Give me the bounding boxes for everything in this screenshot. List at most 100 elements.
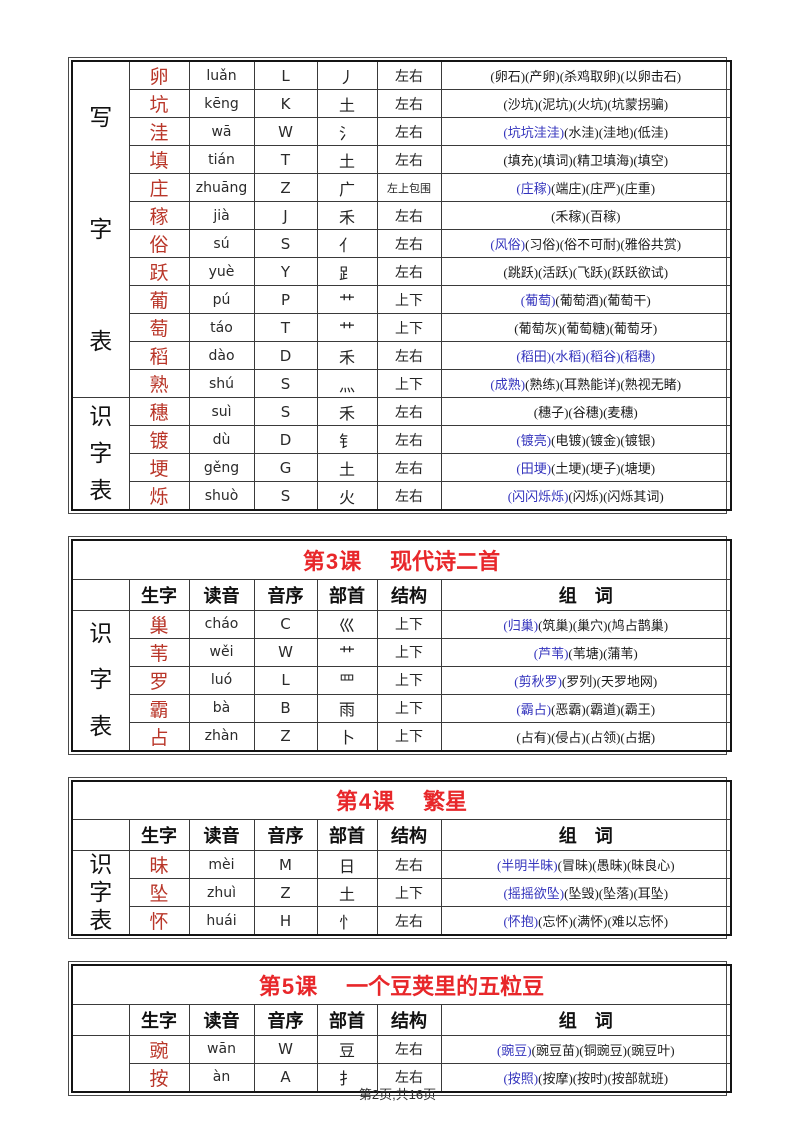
- pinyin-cell: tián: [188, 145, 255, 174]
- word-group: (坑坑洼洼): [503, 125, 565, 140]
- section-label-cell: [71, 1034, 130, 1092]
- char-row: 罗 luó L 罒上下 (剪秋罗)(罗列)(天罗地网): [72, 665, 732, 695]
- word-group: (坠落): [598, 886, 634, 901]
- radical-cell: 亻: [316, 229, 378, 258]
- word-group: (豌豆叶): [626, 1042, 675, 1058]
- initial-letter-cell: Z: [253, 878, 318, 907]
- radical-cell: 禾: [316, 201, 378, 230]
- section-label-char: 表: [89, 713, 113, 739]
- word-group: (坠毁): [564, 886, 599, 901]
- word-group: (习俗): [525, 237, 560, 252]
- structure-cell: 上下: [376, 313, 442, 342]
- word-group: (埂子): [585, 461, 621, 476]
- char-row: 烁 shuò S 火左右 (闪闪烁烁)(闪烁)(闪烁其词): [72, 481, 732, 511]
- word-group: (难以忘怀): [607, 914, 669, 929]
- character-cell: 葡: [128, 285, 190, 314]
- character-cell: 跃: [128, 257, 190, 286]
- radical-cell: 钅: [316, 425, 378, 454]
- word-groups-cell: (霸占)(恶霸)(霸道)(霸王): [440, 693, 732, 723]
- label-column-header: [71, 819, 130, 851]
- section-label-cell: 识字表: [71, 397, 130, 511]
- character-cell: 按: [128, 1062, 190, 1092]
- pinyin-cell: bà: [188, 693, 255, 723]
- word-group: (耳坠): [633, 886, 669, 901]
- initial-letter-cell: H: [253, 906, 318, 936]
- radical-cell: 艹: [316, 313, 378, 342]
- section-label: 写字表: [73, 62, 128, 397]
- word-group: (活跃): [538, 265, 573, 280]
- pinyin-cell: dù: [188, 425, 255, 454]
- page-footer: 第2页,共16页: [358, 1087, 437, 1102]
- character-cell: 稻: [128, 341, 190, 370]
- word-group: (苇塘): [568, 645, 604, 661]
- word-groups-cell: (禾稼)(百稼): [440, 201, 732, 230]
- radical-cell: 巛: [316, 609, 378, 639]
- word-group: (耳熟能详): [559, 377, 621, 392]
- initial-letter-cell: G: [253, 453, 318, 482]
- character-cell: 坑: [128, 89, 190, 118]
- character-cell: 苇: [128, 637, 190, 667]
- character-cell: 庄: [128, 173, 190, 202]
- radical-cell: 艹: [316, 285, 378, 314]
- word-group: (水洼): [564, 125, 599, 140]
- section-label-cell: 写字表: [71, 60, 130, 398]
- pinyin-cell: mèi: [188, 850, 255, 879]
- word-groups-cell: (剪秋罗)(罗列)(天罗地网): [440, 665, 732, 695]
- lesson-name: 一个豆荚里的五粒豆: [346, 973, 545, 999]
- pinyin-cell: shú: [188, 369, 255, 398]
- word-group: (蒲苇): [603, 645, 638, 661]
- structure-cell: 上下: [376, 369, 442, 398]
- word-group: (恶霸): [551, 701, 586, 717]
- word-group: (豌豆苗): [531, 1042, 580, 1058]
- char-row: 俗 sú S 亻左右 (风俗)(习俗)(俗不可耐)(雅俗共赏): [72, 229, 732, 258]
- char-row: 苇 wěi W 艹上下 (芦苇)(苇塘)(蒲苇): [72, 637, 732, 667]
- lesson-5-table-grid: 第5课 一个豆荚里的五粒豆 生字 读音 音序 部首 结构组 词豌 wān W 豆左右 (豌豆)(豌豆…: [71, 964, 733, 1093]
- lesson-3-table: 第3课 现代诗二首 生字 读音 音序 部首 结构组 词识字表巢 cháo C 巛上下 (归巢)(筑巢…: [68, 536, 733, 755]
- word-group: (占领): [585, 729, 621, 745]
- word-group: (卵石): [490, 69, 526, 84]
- word-group: (按照): [503, 1070, 539, 1086]
- pinyin-cell: luó: [188, 665, 255, 695]
- lesson-title-row: 第4课 繁星: [71, 780, 732, 820]
- word-group: (庄严): [585, 181, 621, 196]
- radical-cell: 罒: [316, 665, 378, 695]
- character-cell: 烁: [128, 481, 190, 511]
- word-groups-cell: (葡萄)(葡萄酒)(葡萄干): [440, 285, 732, 314]
- character-cell: 霸: [128, 693, 190, 723]
- word-group: (闪闪烁烁): [507, 489, 569, 504]
- structure-cell: 上下: [376, 637, 442, 667]
- radical-cell: 土: [316, 453, 378, 482]
- initial-letter-cell: P: [253, 285, 318, 314]
- radical-cell: 灬: [316, 369, 378, 398]
- column-header: 组 词: [440, 578, 732, 611]
- word-group: (半明半昧): [496, 858, 558, 873]
- section-label-char: 识: [89, 621, 113, 647]
- word-group: (满怀): [572, 914, 608, 929]
- initial-letter-cell: S: [253, 397, 318, 426]
- column-header-row: 生字 读音 音序 部首 结构组 词: [71, 1003, 732, 1036]
- word-group: (飞跃): [572, 265, 608, 280]
- word-group: (葡萄): [520, 293, 556, 308]
- column-header: 组 词: [440, 819, 732, 851]
- word-groups-cell: (庄稼)(端庄)(庄严)(庄重): [440, 173, 732, 202]
- char-row: 洼 wā W 氵左右 (坑坑洼洼)(水洼)(洼地)(低洼): [72, 117, 732, 146]
- lesson-name: 现代诗二首: [390, 548, 501, 574]
- lesson-name: 繁星: [423, 789, 468, 815]
- initial-letter-cell: L: [253, 665, 318, 695]
- char-row: 跃 yuè Y ⻊左右 (跳跃)(活跃)(飞跃)(跃跃欲试): [72, 257, 732, 286]
- structure-cell: 左右: [376, 906, 442, 936]
- word-groups-cell: (葡萄灰)(葡萄糖)(葡萄牙): [440, 313, 732, 342]
- word-group: (愚昧): [592, 858, 627, 873]
- word-group: (霸道): [585, 701, 621, 717]
- structure-cell: 左右: [376, 397, 442, 426]
- lesson-title: 第4课 繁星: [71, 780, 732, 820]
- word-group: (风俗): [490, 237, 526, 252]
- word-group: (侵占): [551, 729, 586, 745]
- structure-cell: 上下: [376, 878, 442, 907]
- word-group: (低洼): [633, 125, 669, 140]
- radical-cell: 忄: [316, 906, 378, 936]
- char-row: 占 zhàn Z 卜上下 (占有)(侵占)(占领)(占据): [72, 721, 732, 751]
- word-group: (芦苇): [533, 645, 569, 661]
- structure-cell: 左上包围: [376, 173, 442, 202]
- structure-cell: 左右: [376, 201, 442, 230]
